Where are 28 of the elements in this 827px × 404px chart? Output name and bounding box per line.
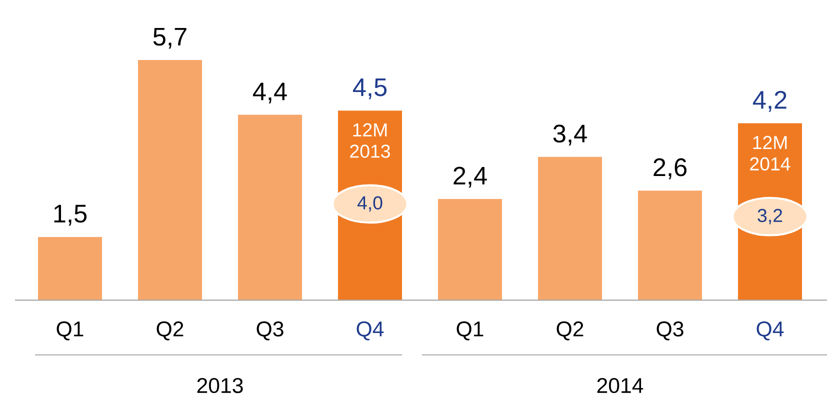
x-tick-label: Q3	[256, 321, 284, 340]
data-label: 2,4	[454, 166, 487, 188]
bar	[438, 198, 502, 300]
bar	[38, 236, 102, 300]
annotation: 4,0	[357, 196, 382, 212]
bar	[538, 156, 602, 300]
x-tick-label: Q1	[456, 321, 484, 340]
x-tick-label: Q2	[556, 321, 584, 340]
data-label: 4,5	[352, 78, 387, 100]
annotation: 12M 2013	[350, 123, 390, 158]
x-tick-label: Q1	[56, 321, 84, 340]
text: 2013	[197, 378, 243, 394]
x-tick-label: Q4	[356, 321, 384, 340]
data-label: 4,4	[252, 82, 287, 104]
annotation: 3,2	[758, 208, 782, 224]
bar	[138, 60, 202, 300]
data-label: 1,5	[54, 204, 87, 226]
bar	[238, 114, 302, 300]
x-tick-label: Q4	[756, 321, 784, 340]
data-label: 4,2	[752, 90, 786, 112]
annotation: 12M 2014	[750, 136, 790, 170]
data-label: 5,7	[153, 28, 186, 49]
data-label: 3,4	[553, 124, 587, 146]
x-tick-label: Q2	[156, 321, 184, 340]
x-tick-label: Q3	[656, 321, 684, 340]
bar	[638, 190, 702, 300]
data-label: 2,6	[654, 158, 686, 180]
text: 2014	[597, 378, 644, 394]
